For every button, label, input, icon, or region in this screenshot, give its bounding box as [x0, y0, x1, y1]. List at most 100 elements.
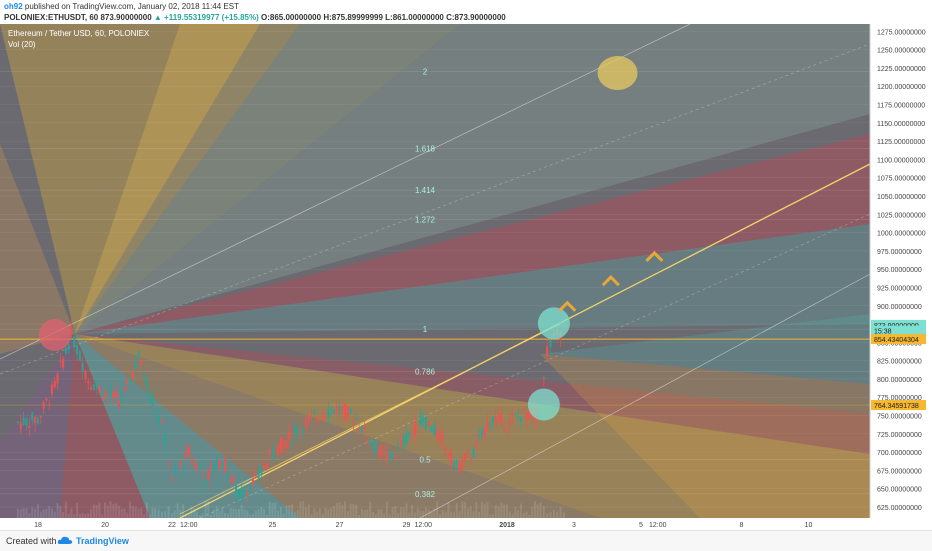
volume-bar [173, 510, 176, 518]
highlight-circle [38, 319, 71, 352]
price-candle [53, 380, 56, 388]
volume-bar [257, 509, 260, 518]
volume-bar [363, 510, 366, 518]
price-tick-label: 700.00000000 [877, 450, 922, 457]
price-candle [338, 405, 341, 411]
price-candle [441, 436, 444, 440]
price-candle [126, 378, 129, 384]
fib-level-label: 1 [423, 325, 428, 334]
price-candle [70, 325, 73, 335]
price-candle [464, 453, 467, 461]
time-tick-label: 18 [34, 522, 42, 529]
volume-bar [483, 504, 486, 518]
volume-bar [360, 508, 363, 518]
price-candle [478, 434, 481, 436]
volume-bar [243, 509, 246, 518]
legend-volume: Vol (20) [8, 40, 36, 49]
price-candle [433, 423, 436, 436]
price-candle [439, 430, 441, 444]
volume-bar [157, 509, 160, 518]
price-candle [366, 439, 369, 443]
volume-bar [327, 509, 330, 518]
price-candle [112, 391, 115, 399]
price-axis[interactable] [870, 24, 932, 518]
fib-level-label: 1.272 [415, 215, 436, 224]
price-candle [84, 371, 87, 379]
volume-bar [305, 507, 307, 518]
channel-line [0, 43, 870, 375]
volume-bar [104, 502, 106, 518]
price-candle [129, 378, 132, 384]
volume-bar [45, 508, 48, 518]
volume-bar [81, 512, 84, 518]
fib-level-label: 2 [423, 68, 428, 77]
price-candle [318, 419, 321, 421]
price-candle [508, 418, 511, 424]
volume-bar [444, 511, 447, 518]
price-tick-label: 975.00000000 [877, 249, 922, 256]
volume-bar [145, 502, 148, 518]
price-candle [299, 429, 302, 432]
price-candle [369, 439, 372, 445]
volume-bar [556, 511, 559, 518]
volume-bar [391, 507, 394, 518]
volume-bar [511, 513, 514, 518]
chevron-marker [601, 275, 620, 287]
price-candle [549, 340, 552, 347]
volume-bar [123, 508, 126, 518]
volume-bar [436, 501, 439, 518]
volume-bar [134, 506, 137, 518]
price-candle [204, 480, 207, 485]
volume-bar [251, 513, 254, 518]
volume-bar [430, 512, 433, 518]
time-axis[interactable] [0, 518, 870, 530]
price-chart[interactable]: 2 1.618 1.414 1.272 1 0.786 0.5 0.382 1275.0000… [0, 24, 932, 530]
fan-wedge [75, 24, 300, 334]
volume-bar [346, 511, 349, 518]
volume-bar [341, 505, 344, 518]
author-link[interactable]: oh92 [4, 2, 23, 11]
price-candle [274, 455, 277, 457]
price-tick-label: 1100.00000000 [877, 157, 925, 164]
volume-bar [536, 504, 539, 518]
volume-bar [455, 503, 458, 518]
time-tick-label: 12:00 [649, 522, 667, 529]
price-candle [140, 359, 143, 365]
price-candle [224, 458, 227, 473]
fan-wedge [75, 224, 870, 334]
price-candle [383, 449, 386, 451]
price-candle [179, 462, 182, 467]
fan-wedge [540, 314, 870, 384]
volume-bar [226, 513, 229, 518]
price-candle [22, 417, 25, 426]
price-candle [436, 430, 439, 439]
volume-bar [19, 509, 22, 518]
price-candle [190, 458, 193, 460]
volume-bar [67, 513, 70, 518]
price-candle [450, 449, 453, 465]
volume-bar [37, 504, 39, 518]
price-candle [503, 429, 506, 431]
tradingview-logo[interactable]: TradingView [76, 536, 129, 546]
price-candle [511, 414, 514, 417]
volume-bar [48, 505, 51, 518]
volume-bar [433, 508, 436, 518]
price-candle [522, 407, 525, 410]
volume-bar [148, 514, 151, 518]
fan-wedge [75, 334, 870, 518]
price-tick-label: 775.00000000 [877, 395, 922, 402]
price-candle [416, 431, 419, 434]
volume-bar [279, 507, 282, 518]
volume-bar [87, 513, 90, 518]
fan-wedge [0, 24, 260, 334]
volume-bar [422, 511, 425, 518]
price-candle [92, 384, 95, 391]
price-candle [363, 425, 366, 432]
price-candle [59, 361, 62, 363]
low-value: L:861.00000000 [385, 13, 444, 22]
price-candle [137, 351, 140, 359]
volume-bar [466, 508, 469, 518]
price-candle [98, 386, 101, 393]
volume-bar [408, 512, 411, 518]
volume-bar [282, 513, 285, 518]
